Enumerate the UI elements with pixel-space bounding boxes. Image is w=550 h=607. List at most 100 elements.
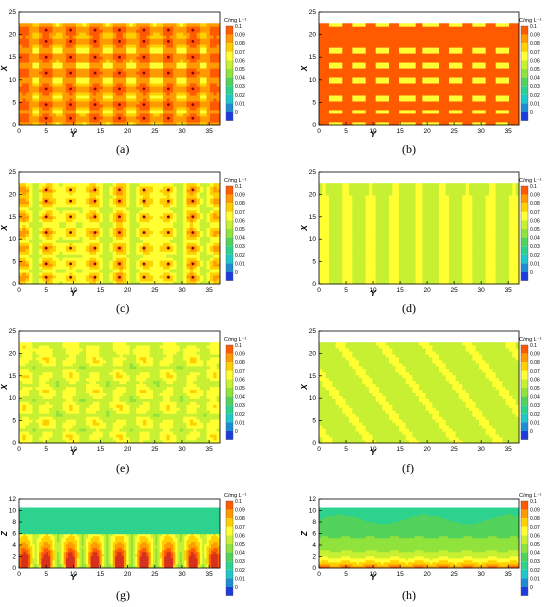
contour-cell [382, 107, 387, 111]
contour-cell [45, 230, 50, 234]
contour-cell [62, 221, 67, 226]
contour-cell [122, 95, 127, 99]
contour-cell [142, 53, 147, 57]
contour-cell [45, 98, 50, 102]
contour-cell [213, 32, 218, 36]
contour-cell [472, 80, 477, 84]
contour-cell [402, 98, 407, 102]
contour-cell [166, 113, 171, 117]
contour-cell [359, 59, 363, 63]
contour-cell [159, 41, 164, 45]
contour-cell [322, 29, 327, 33]
contour-cell [32, 198, 37, 202]
contour-cell [365, 89, 370, 93]
contour-cell [382, 56, 387, 60]
contour-cell [39, 215, 43, 220]
emitter-point [118, 39, 121, 43]
contour-cell [45, 68, 50, 72]
contour-cell [435, 65, 440, 69]
contour-cell [32, 122, 37, 126]
contour-cell [196, 98, 201, 102]
contour-cell [75, 192, 80, 196]
contour-cell [452, 89, 457, 93]
contour-cell [319, 53, 323, 57]
contour-cell [329, 71, 333, 75]
contour-cell [126, 113, 130, 117]
contour-cell [199, 62, 204, 66]
contour-cell [199, 65, 204, 69]
contour-cell [92, 59, 97, 63]
contour-cell [422, 74, 427, 78]
contour-cell [216, 56, 221, 60]
contour-cell [92, 95, 97, 99]
contour-cell [106, 23, 110, 27]
contour-cell [86, 251, 90, 255]
contour-cell [462, 110, 467, 114]
contour-cell [372, 116, 377, 120]
contour-cell [402, 23, 407, 27]
contour-cell [409, 119, 413, 123]
x-tick-label: 5 [344, 128, 348, 135]
contour-cell [149, 116, 154, 120]
contour-cell [206, 116, 211, 120]
contour-cell [79, 275, 84, 279]
contour-cell [65, 230, 70, 234]
contour-cell [119, 119, 124, 123]
x-tick-label: 20 [423, 128, 431, 135]
contour-cell [62, 44, 67, 48]
contour-cell [399, 26, 403, 30]
contour-cell [153, 50, 157, 54]
contour-cell [129, 71, 134, 75]
contour-cell [372, 107, 377, 111]
contour-cell [492, 53, 497, 57]
contour-cell [39, 275, 43, 279]
contour-cell [39, 89, 43, 93]
contour-cell [159, 101, 164, 105]
contour-cell [25, 110, 30, 114]
contour-cell [502, 101, 507, 105]
contour-cell [35, 215, 40, 220]
contour-cell [55, 92, 60, 96]
contour-cell [422, 92, 427, 96]
contour-cell [126, 38, 130, 42]
contour-cell [509, 104, 513, 108]
contour-cell [472, 26, 477, 30]
contour-cell [319, 113, 323, 117]
contour-cell [405, 62, 410, 66]
contour-cell [183, 38, 187, 42]
contour-cell [216, 77, 221, 81]
contour-cell [132, 77, 137, 81]
contour-cell [52, 183, 57, 187]
contour-cell [216, 119, 221, 123]
contour-cell [179, 104, 184, 108]
contour-cell [153, 23, 157, 27]
contour-cell [186, 50, 191, 54]
contour-cell [69, 221, 73, 226]
contour-cell [452, 65, 457, 69]
contour-cell [139, 35, 144, 39]
contour-cell [75, 254, 80, 258]
contour-cell [72, 107, 77, 111]
contour-cell [96, 116, 100, 120]
contour-cell [25, 254, 30, 258]
contour-cell [49, 47, 53, 51]
contour-cell [425, 47, 430, 51]
contour-cell [29, 53, 33, 57]
contour-cell [42, 110, 47, 114]
contour-cell [139, 38, 144, 42]
contour-cell [32, 206, 37, 211]
contour-cell [176, 95, 181, 99]
contour-cell [472, 32, 477, 36]
contour-cell [479, 65, 483, 69]
contour-cell [25, 44, 30, 48]
contour-cell [19, 80, 23, 84]
contour-cell [199, 101, 204, 105]
contour-cell [96, 29, 100, 33]
contour-cell [129, 29, 134, 33]
contour-cell [136, 59, 140, 63]
contour-cell [402, 110, 407, 114]
contour-cell [462, 41, 467, 45]
contour-cell [176, 65, 181, 69]
contour-cell [179, 65, 184, 69]
contour-cell [89, 192, 94, 196]
